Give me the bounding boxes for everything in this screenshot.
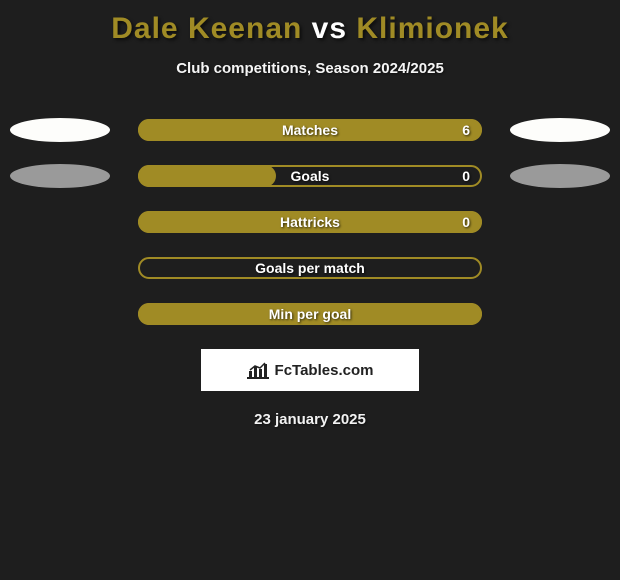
stat-row: Matches6 <box>0 119 620 141</box>
page-title: Dale Keenan vs Klimionek <box>0 0 620 46</box>
stat-bar: Min per goal <box>138 303 482 325</box>
brand-badge[interactable]: FcTables.com <box>201 349 419 391</box>
bar-value-right: 0 <box>462 211 470 233</box>
left-marker <box>10 164 110 188</box>
stat-row: Goals per match <box>0 257 620 279</box>
bar-label: Min per goal <box>138 303 482 325</box>
stat-rows: Matches6Goals0Hattricks0Goals per matchM… <box>0 119 620 325</box>
right-marker <box>510 164 610 188</box>
bar-label: Hattricks <box>138 211 482 233</box>
brand-text: FcTables.com <box>275 362 374 379</box>
bar-label: Goals per match <box>138 257 482 279</box>
bar-label: Goals <box>138 165 482 187</box>
stat-row: Goals0 <box>0 165 620 187</box>
stat-row: Min per goal <box>0 303 620 325</box>
title-suffix: Klimionek <box>356 12 508 45</box>
stat-row: Hattricks0 <box>0 211 620 233</box>
subtitle: Club competitions, Season 2024/2025 <box>0 60 620 77</box>
stat-bar: Goals per match <box>138 257 482 279</box>
stat-bar: Hattricks0 <box>138 211 482 233</box>
bar-value-right: 0 <box>462 165 470 187</box>
title-mid: vs <box>302 12 356 45</box>
footer-date: 23 january 2025 <box>0 411 620 428</box>
bar-value-right: 6 <box>462 119 470 141</box>
chart-icon <box>247 361 269 379</box>
title-prefix: Dale Keenan <box>111 12 302 45</box>
stat-bar: Matches6 <box>138 119 482 141</box>
stat-bar: Goals0 <box>138 165 482 187</box>
bar-label: Matches <box>138 119 482 141</box>
left-marker <box>10 118 110 142</box>
right-marker <box>510 118 610 142</box>
